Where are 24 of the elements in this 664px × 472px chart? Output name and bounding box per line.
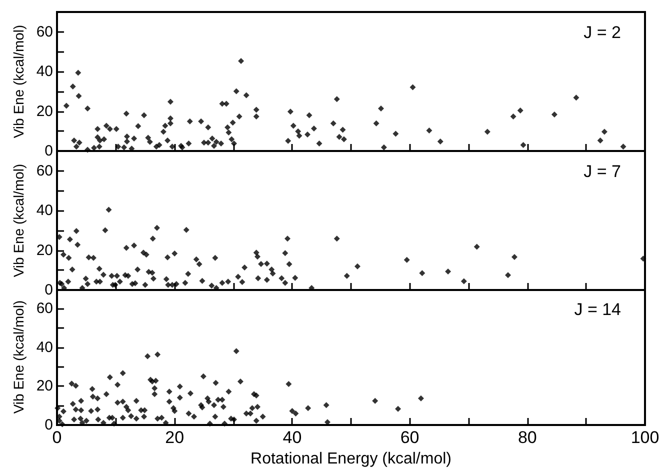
y-tick-label: 60 bbox=[36, 300, 53, 318]
y-tick-label: 0 bbox=[44, 281, 53, 298]
x-tick-label: 60 bbox=[400, 428, 420, 448]
x-tick-label: 100 bbox=[630, 428, 660, 448]
x-tick-label: 80 bbox=[518, 428, 537, 448]
y-tick-label: 0 bbox=[44, 416, 53, 434]
y-tick-label: 40 bbox=[36, 63, 53, 80]
y-tick-label: 60 bbox=[36, 162, 53, 180]
x-tick-label: 40 bbox=[282, 428, 302, 448]
y-tick-label: 0 bbox=[44, 142, 53, 160]
y-tick-label: 40 bbox=[36, 202, 53, 219]
y-tick-label: 20 bbox=[36, 102, 53, 120]
annotation: J = 14 bbox=[574, 300, 622, 320]
y-tick-label: 20 bbox=[36, 378, 53, 395]
y-axis-title: Vib Ene (kcal/mol) bbox=[10, 24, 26, 138]
annotation: J = 7 bbox=[584, 162, 622, 181]
annotation: J = 2 bbox=[584, 23, 622, 42]
y-axis-title: Vib Ene (kcal/mol) bbox=[10, 163, 26, 277]
x-axis-title: Rotational Energy (kcal/mol) bbox=[250, 450, 452, 468]
y-axis-title: Vib Ene (kcal/mol) bbox=[10, 300, 26, 414]
y-tick-label: 40 bbox=[36, 339, 53, 356]
y-tick-label: 60 bbox=[36, 23, 53, 40]
y-tick-label: 20 bbox=[36, 241, 53, 258]
x-tick-label: 20 bbox=[165, 428, 184, 448]
